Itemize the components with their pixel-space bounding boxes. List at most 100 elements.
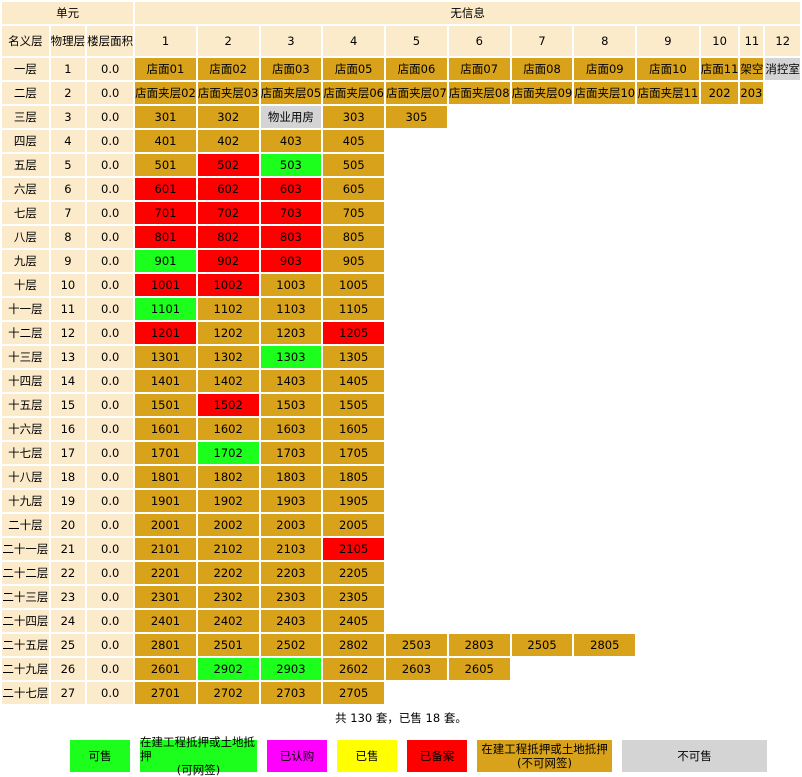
unit-cell[interactable]: 架空 bbox=[740, 58, 764, 80]
unit-cell[interactable]: 2505 bbox=[511, 634, 573, 656]
unit-cell[interactable]: 802 bbox=[197, 226, 259, 248]
unit-cell[interactable]: 1702 bbox=[197, 442, 259, 464]
unit-cell[interactable]: 2401 bbox=[135, 610, 196, 632]
unit-cell[interactable]: 店面11 bbox=[700, 58, 739, 80]
unit-cell[interactable]: 2903 bbox=[260, 658, 322, 680]
unit-cell[interactable]: 2803 bbox=[448, 634, 510, 656]
unit-cell[interactable]: 店面夹层07 bbox=[386, 82, 447, 104]
unit-cell[interactable]: 702 bbox=[197, 202, 259, 224]
unit-cell[interactable]: 805 bbox=[323, 226, 385, 248]
unit-cell[interactable]: 1205 bbox=[323, 322, 385, 344]
unit-cell[interactable]: 店面07 bbox=[448, 58, 510, 80]
unit-cell[interactable]: 2003 bbox=[260, 514, 322, 536]
unit-cell[interactable]: 602 bbox=[197, 178, 259, 200]
unit-cell[interactable]: 2103 bbox=[260, 538, 322, 560]
unit-cell[interactable]: 1703 bbox=[260, 442, 322, 464]
unit-cell[interactable]: 1505 bbox=[323, 394, 385, 416]
unit-cell[interactable]: 905 bbox=[323, 250, 385, 272]
unit-cell[interactable]: 2601 bbox=[135, 658, 196, 680]
unit-cell[interactable]: 物业用房 bbox=[260, 106, 322, 128]
unit-cell[interactable]: 2301 bbox=[135, 586, 196, 608]
unit-cell[interactable]: 1903 bbox=[260, 490, 322, 512]
unit-cell[interactable]: 1001 bbox=[135, 274, 196, 296]
unit-cell[interactable]: 2101 bbox=[135, 538, 196, 560]
unit-cell[interactable]: 1103 bbox=[260, 298, 322, 320]
unit-cell[interactable]: 1602 bbox=[197, 418, 259, 440]
unit-cell[interactable]: 1302 bbox=[197, 346, 259, 368]
unit-cell[interactable]: 405 bbox=[323, 130, 385, 152]
unit-cell[interactable]: 店面02 bbox=[197, 58, 259, 80]
unit-cell[interactable]: 店面夹层02 bbox=[135, 82, 196, 104]
unit-cell[interactable]: 701 bbox=[135, 202, 196, 224]
unit-cell[interactable]: 203 bbox=[740, 82, 764, 104]
unit-cell[interactable]: 2001 bbox=[135, 514, 196, 536]
unit-cell[interactable]: 2902 bbox=[197, 658, 259, 680]
unit-cell[interactable]: 2805 bbox=[574, 634, 636, 656]
unit-cell[interactable]: 803 bbox=[260, 226, 322, 248]
unit-cell[interactable]: 1901 bbox=[135, 490, 196, 512]
unit-cell[interactable]: 1403 bbox=[260, 370, 322, 392]
unit-cell[interactable]: 2701 bbox=[135, 682, 196, 704]
unit-cell[interactable]: 1305 bbox=[323, 346, 385, 368]
unit-cell[interactable]: 503 bbox=[260, 154, 322, 176]
unit-cell[interactable]: 1301 bbox=[135, 346, 196, 368]
unit-cell[interactable]: 402 bbox=[197, 130, 259, 152]
unit-cell[interactable]: 2603 bbox=[386, 658, 447, 680]
unit-cell[interactable]: 1801 bbox=[135, 466, 196, 488]
unit-cell[interactable]: 903 bbox=[260, 250, 322, 272]
unit-cell[interactable]: 2305 bbox=[323, 586, 385, 608]
unit-cell[interactable]: 消控室 bbox=[765, 58, 800, 80]
unit-cell[interactable]: 店面夹层08 bbox=[448, 82, 510, 104]
unit-cell[interactable]: 2502 bbox=[260, 634, 322, 656]
unit-cell[interactable]: 2801 bbox=[135, 634, 196, 656]
unit-cell[interactable]: 2405 bbox=[323, 610, 385, 632]
unit-cell[interactable]: 1501 bbox=[135, 394, 196, 416]
unit-cell[interactable]: 403 bbox=[260, 130, 322, 152]
unit-cell[interactable]: 2105 bbox=[323, 538, 385, 560]
unit-cell[interactable]: 1201 bbox=[135, 322, 196, 344]
unit-cell[interactable]: 502 bbox=[197, 154, 259, 176]
unit-cell[interactable]: 店面夹层05 bbox=[260, 82, 322, 104]
unit-cell[interactable]: 2703 bbox=[260, 682, 322, 704]
unit-cell[interactable]: 202 bbox=[700, 82, 739, 104]
unit-cell[interactable]: 501 bbox=[135, 154, 196, 176]
unit-cell[interactable]: 1503 bbox=[260, 394, 322, 416]
unit-cell[interactable]: 2503 bbox=[386, 634, 447, 656]
unit-cell[interactable]: 305 bbox=[386, 106, 447, 128]
unit-cell[interactable]: 1701 bbox=[135, 442, 196, 464]
unit-cell[interactable]: 1002 bbox=[197, 274, 259, 296]
unit-cell[interactable]: 1803 bbox=[260, 466, 322, 488]
unit-cell[interactable]: 1603 bbox=[260, 418, 322, 440]
unit-cell[interactable]: 店面01 bbox=[135, 58, 196, 80]
unit-cell[interactable]: 2605 bbox=[448, 658, 510, 680]
unit-cell[interactable]: 1802 bbox=[197, 466, 259, 488]
unit-cell[interactable]: 1401 bbox=[135, 370, 196, 392]
unit-cell[interactable]: 2205 bbox=[323, 562, 385, 584]
unit-cell[interactable]: 店面03 bbox=[260, 58, 322, 80]
unit-cell[interactable]: 1502 bbox=[197, 394, 259, 416]
unit-cell[interactable]: 店面夹层10 bbox=[574, 82, 636, 104]
unit-cell[interactable]: 2402 bbox=[197, 610, 259, 632]
unit-cell[interactable]: 1101 bbox=[135, 298, 196, 320]
unit-cell[interactable]: 店面夹层11 bbox=[637, 82, 699, 104]
unit-cell[interactable]: 2702 bbox=[197, 682, 259, 704]
unit-cell[interactable]: 301 bbox=[135, 106, 196, 128]
unit-cell[interactable]: 603 bbox=[260, 178, 322, 200]
unit-cell[interactable]: 1601 bbox=[135, 418, 196, 440]
unit-cell[interactable]: 401 bbox=[135, 130, 196, 152]
unit-cell[interactable]: 1202 bbox=[197, 322, 259, 344]
unit-cell[interactable]: 1105 bbox=[323, 298, 385, 320]
unit-cell[interactable]: 店面夹层06 bbox=[323, 82, 385, 104]
unit-cell[interactable]: 1805 bbox=[323, 466, 385, 488]
unit-cell[interactable]: 505 bbox=[323, 154, 385, 176]
unit-cell[interactable]: 303 bbox=[323, 106, 385, 128]
unit-cell[interactable]: 店面夹层03 bbox=[197, 82, 259, 104]
unit-cell[interactable]: 601 bbox=[135, 178, 196, 200]
unit-cell[interactable]: 1705 bbox=[323, 442, 385, 464]
unit-cell[interactable]: 1402 bbox=[197, 370, 259, 392]
unit-cell[interactable]: 1003 bbox=[260, 274, 322, 296]
unit-cell[interactable]: 2005 bbox=[323, 514, 385, 536]
unit-cell[interactable]: 2201 bbox=[135, 562, 196, 584]
unit-cell[interactable]: 1405 bbox=[323, 370, 385, 392]
unit-cell[interactable]: 605 bbox=[323, 178, 385, 200]
